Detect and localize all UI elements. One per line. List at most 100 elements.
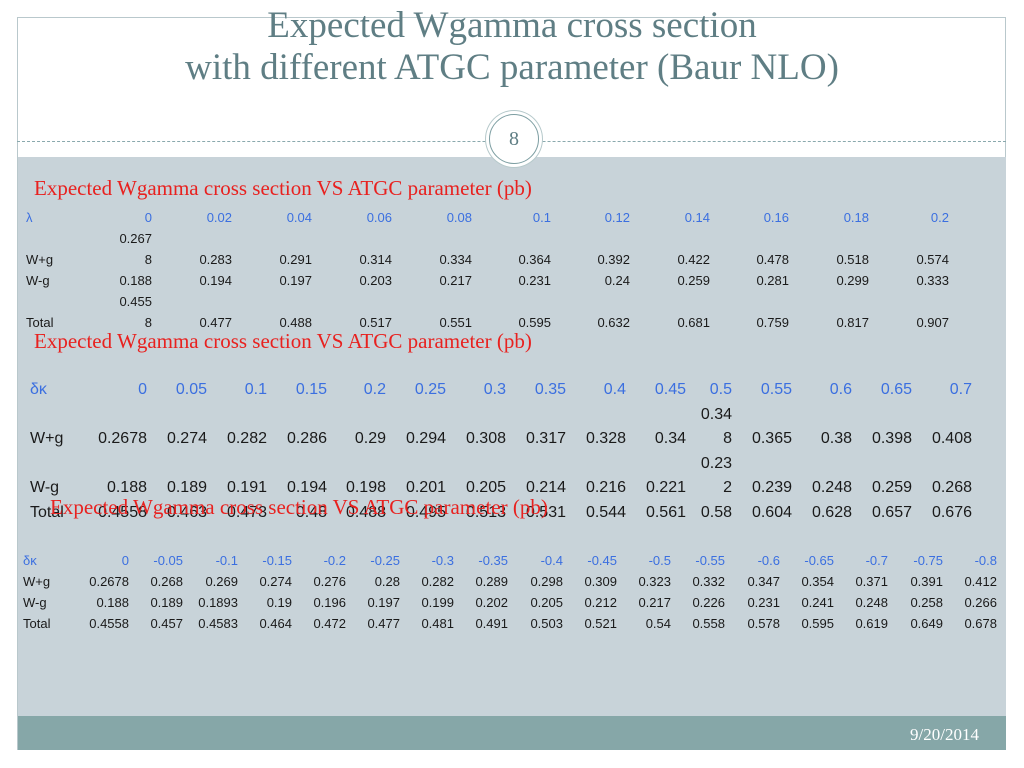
table-cell: 0.38 <box>820 430 852 447</box>
parameter-value: -0.6 <box>757 553 780 568</box>
table-cell: 0.194 <box>199 273 232 288</box>
table-cell: 0.463 <box>166 504 207 521</box>
table-cell: 0.531 <box>525 504 566 521</box>
parameter-label: δκ <box>23 553 37 568</box>
parameter-value: 0.1 <box>532 210 551 225</box>
table-cell: 0.269 <box>205 574 238 589</box>
table-cell: 0.317 <box>525 430 566 447</box>
table-cell: 0.558 <box>692 616 725 631</box>
table-cell: 0.4558 <box>89 616 129 631</box>
table-cell: 0.283 <box>199 252 232 267</box>
parameter-value: 0.04 <box>286 210 312 225</box>
row-label: Total <box>30 504 64 521</box>
parameter-value: 0.7 <box>949 381 972 398</box>
table-cell: 0.681 <box>677 315 710 330</box>
table-cell: 0.259 <box>677 273 710 288</box>
footer-bar <box>18 716 1006 750</box>
table-cell: 0.2678 <box>89 574 129 589</box>
table-cell: 0.281 <box>756 273 789 288</box>
table-cell: 0.24 <box>604 273 630 288</box>
table-cell: 0.282 <box>226 430 267 447</box>
table-cell: 0.266 <box>964 595 997 610</box>
table-cell: 0.298 <box>530 574 563 589</box>
table-cell: 0.274 <box>259 574 292 589</box>
table-cell: 0.188 <box>96 595 129 610</box>
table-cell: 0.274 <box>166 430 207 447</box>
table-cell: 0.604 <box>751 504 792 521</box>
parameter-value: 0 <box>144 210 152 225</box>
table-cell: 0.907 <box>916 315 949 330</box>
parameter-value: 0.45 <box>654 381 686 398</box>
table-cell: 0.455 8 <box>119 294 152 330</box>
table-cell: 0.457 <box>150 616 183 631</box>
table-cell: 0.517 <box>359 315 392 330</box>
table-cell: 0.286 <box>286 430 327 447</box>
table-cell: 0.48 <box>295 504 327 521</box>
table-cell: 0.4583 <box>198 616 238 631</box>
row-label: W-g <box>30 479 60 496</box>
table-cell: 0.268 <box>150 574 183 589</box>
page-number-badge: 8 <box>489 114 539 164</box>
table-cell: 0.678 <box>964 616 997 631</box>
table-cell: 0.226 <box>692 595 725 610</box>
table-cell: 0.259 <box>871 479 912 496</box>
slide-title-line-1: Expected Wgamma cross section <box>267 5 757 46</box>
table-cell: 0.513 <box>465 504 506 521</box>
table-cell: 0.28 <box>374 574 400 589</box>
table-cell: 0.488 <box>279 315 312 330</box>
table-cell: 0.58 <box>700 504 732 521</box>
table-cell: 0.371 <box>855 574 888 589</box>
parameter-value: -0.65 <box>804 553 834 568</box>
table-cell: 0.574 <box>916 252 949 267</box>
table-cell: 0.212 <box>584 595 617 610</box>
parameter-value: -0.8 <box>974 553 997 568</box>
parameter-value: 0.05 <box>175 381 207 398</box>
table-cell: 0.544 <box>585 504 626 521</box>
table-cell: 0.276 <box>313 574 346 589</box>
table-cell: 0.332 <box>692 574 725 589</box>
table-cell: 0.333 <box>916 273 949 288</box>
table-cell: 0.198 <box>345 479 386 496</box>
parameter-value: 0.15 <box>295 381 327 398</box>
table-cell: 0.309 <box>584 574 617 589</box>
table-cell: 0.578 <box>747 616 780 631</box>
table-cell: 0.29 <box>354 430 386 447</box>
parameter-value: 0.02 <box>206 210 232 225</box>
parameter-value: -0.7 <box>865 553 888 568</box>
parameter-value: 0.35 <box>534 381 566 398</box>
parameter-value: -0.3 <box>431 553 454 568</box>
table-cell: 0.619 <box>855 616 888 631</box>
parameter-value: -0.45 <box>587 553 617 568</box>
parameter-value: 0.2 <box>930 210 949 225</box>
slide-title-line-2: with different ATGC parameter (Baur NLO) <box>185 47 839 88</box>
parameter-label: δκ <box>30 381 47 398</box>
table-cell: 0.561 <box>645 504 686 521</box>
table-cell: 0.197 <box>279 273 312 288</box>
table-cell: 0.759 <box>756 315 789 330</box>
table-cell: 0.289 <box>475 574 508 589</box>
table-cell: 0.473 <box>226 504 267 521</box>
table-cell: 0.817 <box>836 315 869 330</box>
table-cell: 0.477 <box>367 616 400 631</box>
table-cell: 0.216 <box>585 479 626 496</box>
row-label: W+g <box>26 252 54 267</box>
table-cell: 0.391 <box>910 574 943 589</box>
table-cell: 0.231 <box>747 595 780 610</box>
table-cell: 0.477 <box>199 315 232 330</box>
table-cell: 0.258 <box>910 595 943 610</box>
table-cell: 0.478 <box>756 252 789 267</box>
table-cell: 0.595 <box>801 616 834 631</box>
table-cell: 0.521 <box>584 616 617 631</box>
table-cell: 0.657 <box>871 504 912 521</box>
table-cell: 0.201 <box>405 479 446 496</box>
table-cell: 0.392 <box>597 252 630 267</box>
table-cell: 0.488 <box>345 504 386 521</box>
table-cell: 0.364 <box>518 252 551 267</box>
table-cell: 0.19 <box>266 595 292 610</box>
parameter-value: 0.06 <box>366 210 392 225</box>
parameter-value: 0.4 <box>603 381 626 398</box>
table-cell: 0.1893 <box>198 595 238 610</box>
table-cell: 0.214 <box>525 479 566 496</box>
table-cell: 0.308 <box>465 430 506 447</box>
table-cell: 0.314 <box>359 252 392 267</box>
